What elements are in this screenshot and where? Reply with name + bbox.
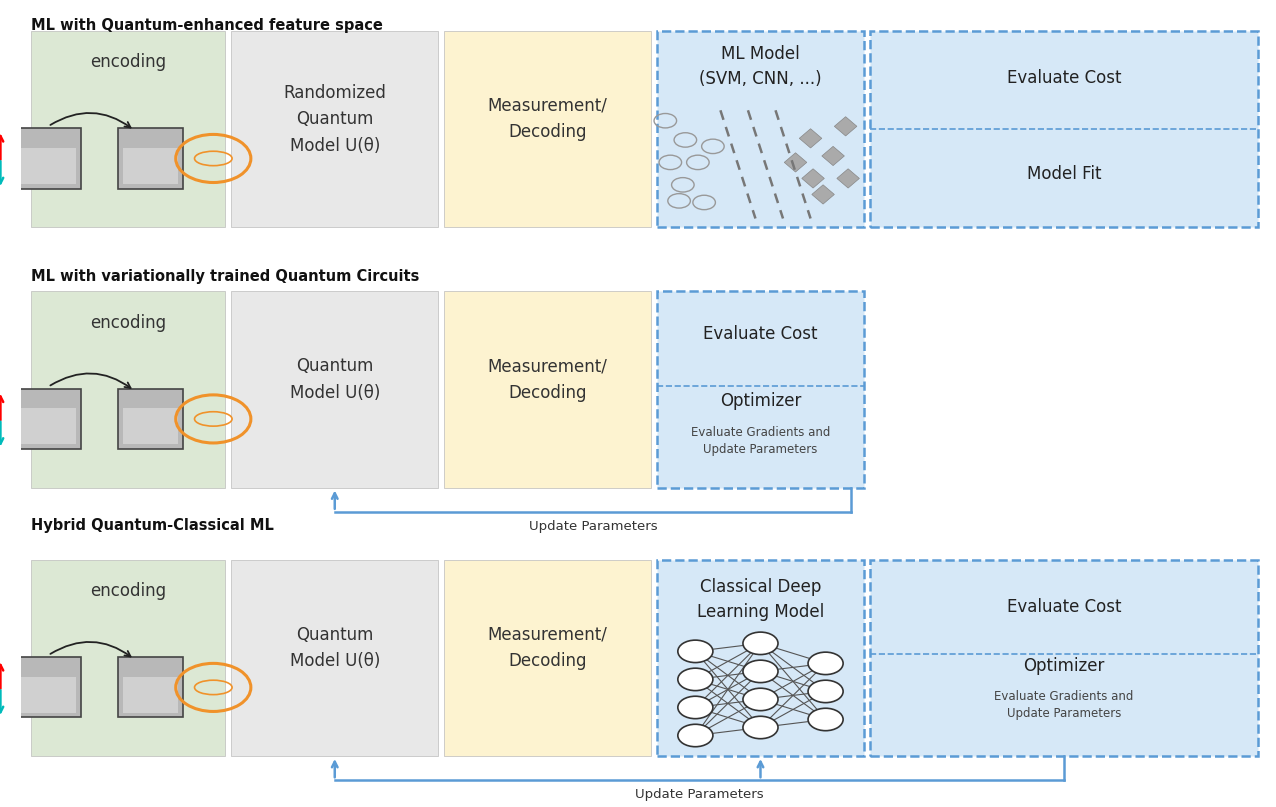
Circle shape [743,717,778,738]
Circle shape [678,696,713,719]
FancyBboxPatch shape [124,408,179,444]
FancyBboxPatch shape [15,128,80,189]
Text: Evaluate Gradients and
Update Parameters: Evaluate Gradients and Update Parameters [690,425,831,455]
Circle shape [678,640,713,663]
FancyBboxPatch shape [444,560,651,756]
Circle shape [743,660,778,683]
FancyBboxPatch shape [231,560,438,756]
Text: encoding: encoding [91,53,166,71]
Text: ML with variationally trained Quantum Circuits: ML with variationally trained Quantum Ci… [31,270,420,284]
Text: ML Model
(SVM, CNN, ...): ML Model (SVM, CNN, ...) [699,44,822,88]
Text: Evaluate Cost: Evaluate Cost [1007,598,1122,616]
FancyBboxPatch shape [15,658,80,717]
FancyBboxPatch shape [119,389,184,449]
FancyBboxPatch shape [31,31,225,228]
Text: Quantum
Model U(θ): Quantum Model U(θ) [290,626,380,671]
Circle shape [808,709,843,730]
Text: Update Parameters: Update Parameters [635,788,764,801]
Text: Optimizer: Optimizer [1023,657,1105,675]
Text: ML with Quantum-enhanced feature space: ML with Quantum-enhanced feature space [31,18,383,33]
FancyBboxPatch shape [657,560,864,756]
FancyBboxPatch shape [657,291,864,487]
FancyBboxPatch shape [15,389,80,449]
Text: Randomized
Quantum
Model U(θ): Randomized Quantum Model U(θ) [283,84,387,155]
Polygon shape [822,146,845,165]
Circle shape [743,688,778,711]
Text: Classical Deep
Learning Model: Classical Deep Learning Model [697,578,824,621]
Circle shape [808,680,843,703]
FancyBboxPatch shape [20,148,75,184]
Text: encoding: encoding [91,582,166,600]
Text: Evaluate Cost: Evaluate Cost [1007,69,1122,87]
Circle shape [678,668,713,691]
Text: Measurement/
Decoding: Measurement/ Decoding [487,358,607,402]
Polygon shape [801,169,824,188]
FancyBboxPatch shape [870,31,1258,228]
FancyBboxPatch shape [231,291,438,487]
Text: encoding: encoding [91,314,166,332]
Text: Evaluate Cost: Evaluate Cost [703,325,818,344]
FancyBboxPatch shape [119,658,184,717]
Circle shape [808,652,843,675]
FancyBboxPatch shape [870,560,1258,756]
Polygon shape [799,129,822,148]
Polygon shape [785,153,806,172]
Text: Measurement/
Decoding: Measurement/ Decoding [487,97,607,141]
Text: Optimizer: Optimizer [720,392,801,410]
FancyBboxPatch shape [20,676,75,713]
FancyBboxPatch shape [444,31,651,228]
FancyBboxPatch shape [31,560,225,756]
Text: Update Parameters: Update Parameters [528,520,657,533]
Text: Measurement/
Decoding: Measurement/ Decoding [487,626,607,671]
FancyBboxPatch shape [20,408,75,444]
FancyBboxPatch shape [31,291,225,487]
Text: Hybrid Quantum-Classical ML: Hybrid Quantum-Classical ML [31,518,274,533]
Circle shape [678,724,713,746]
Text: Evaluate Gradients and
Update Parameters: Evaluate Gradients and Update Parameters [994,690,1134,720]
FancyBboxPatch shape [657,31,864,228]
FancyBboxPatch shape [444,291,651,487]
Text: Quantum
Model U(θ): Quantum Model U(θ) [290,358,380,402]
FancyBboxPatch shape [119,128,184,189]
Polygon shape [837,169,860,188]
FancyBboxPatch shape [124,148,179,184]
Polygon shape [812,185,835,204]
FancyBboxPatch shape [231,31,438,228]
Polygon shape [835,117,857,136]
Text: Model Fit: Model Fit [1027,165,1101,183]
Circle shape [743,632,778,654]
FancyBboxPatch shape [124,676,179,713]
